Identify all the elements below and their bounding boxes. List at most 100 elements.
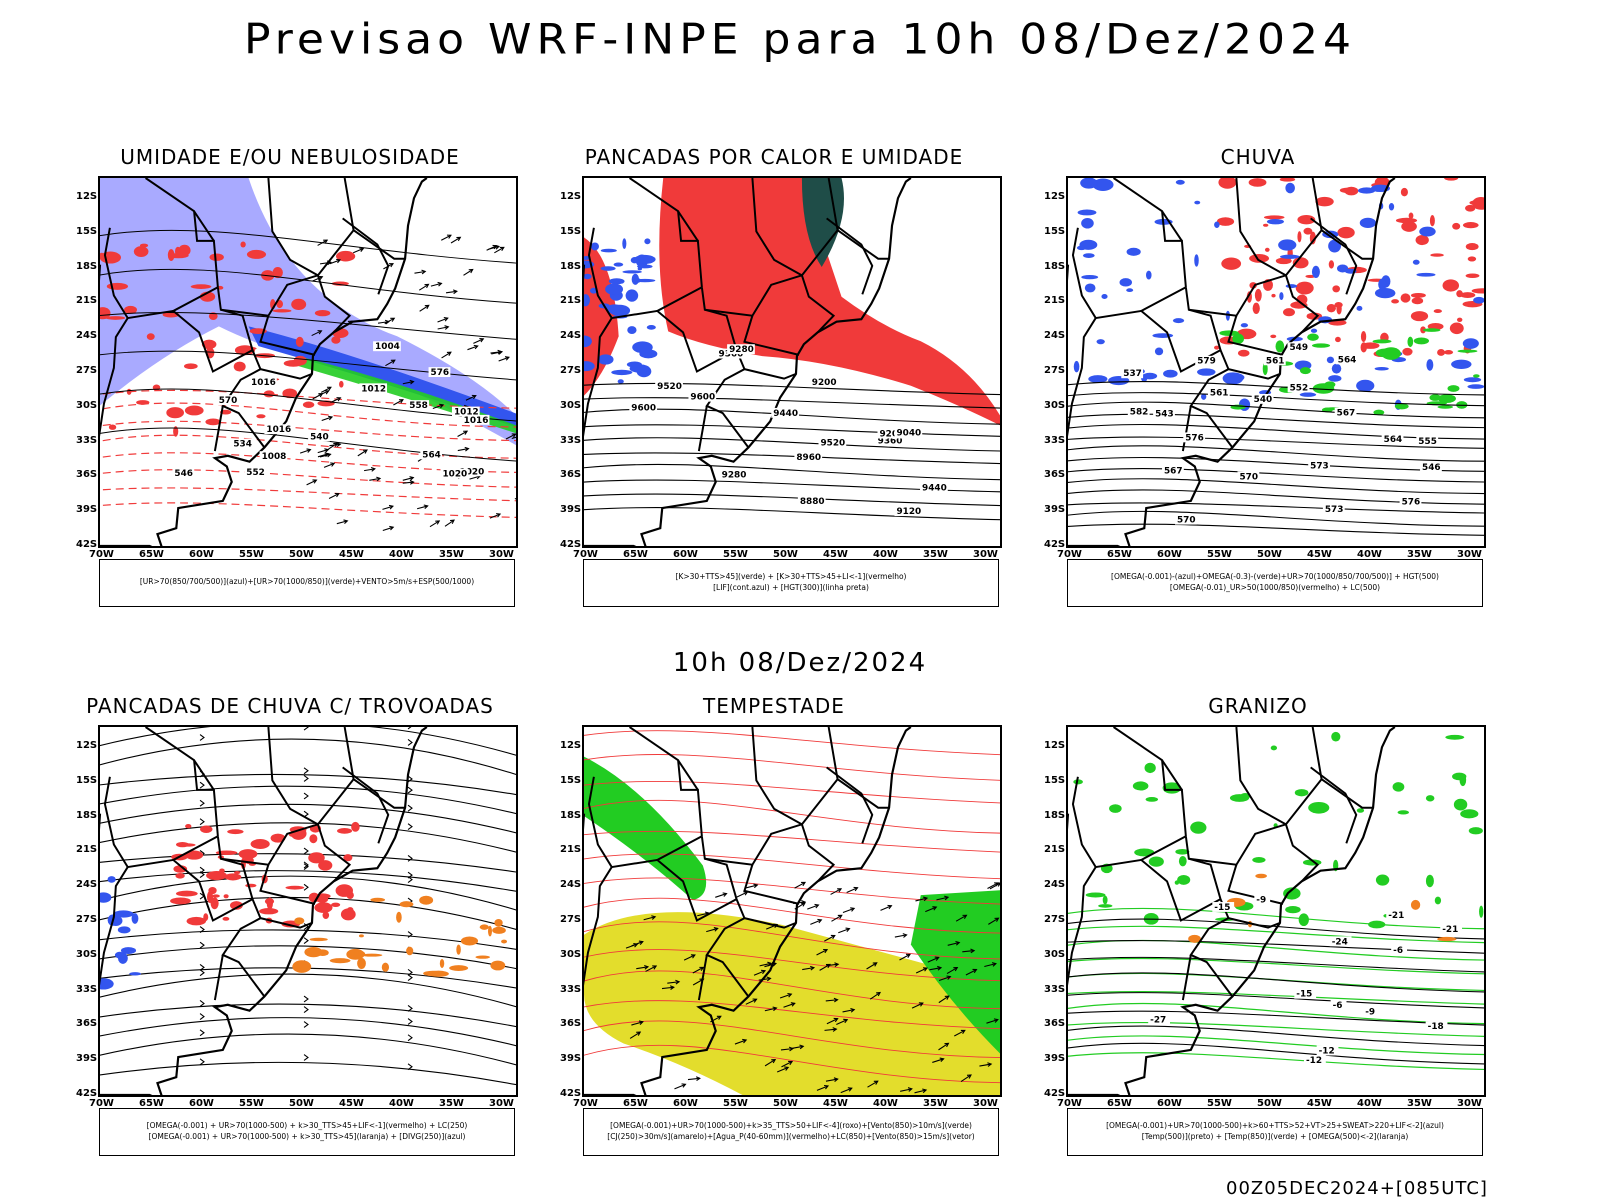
lon-tick-label: 40W [873,1098,898,1109]
lat-tick-label: 27S [560,914,582,925]
contour-label: 564 [1384,435,1403,445]
contour-label: 9600 [690,393,715,403]
hgt500-lines [1068,380,1484,536]
contour-label-bg [1148,1014,1170,1025]
map-canvas: 582 579 576 573 570 567 564 561 576 573 570 567 564 5… [1068,178,1484,546]
lon-tick-label: 45W [1307,1098,1332,1109]
lon-tick-label: 35W [923,549,948,560]
contour-label-bg [216,395,239,406]
thunder-red-areas [170,821,360,928]
lat-tick-label: 42S [76,539,98,550]
lat-tick-label: 24S [560,330,582,342]
contour-label: 9440 [922,484,947,494]
lat-tick-label: 39S [76,504,98,516]
lon-tick-label: 65W [1107,1098,1132,1109]
contour-label: 1016 [251,378,276,388]
lat-tick-label: 36S [560,1018,582,1030]
lat-tick-label: 42S [1044,1088,1066,1099]
lat-tick-label: 21S [1044,844,1066,856]
contour-label: 546 [1422,463,1441,473]
lon-tick-label: 50W [773,1098,798,1109]
lat-tick-label: 27S [1044,365,1066,376]
coastline [100,727,428,1095]
map-canvas: 1016101210121016101610201008100410205765… [100,178,516,546]
contour-label: 1020 [460,467,485,477]
lon-tick-label: 50W [773,549,798,560]
contour-label: 9440 [773,409,798,419]
coastline [100,178,428,546]
lon-tick-label: 40W [1357,549,1382,560]
panel-pancadas-calor: PANCADAS POR CALOR E UMIDADE 12S 15S 18S 21S… [534,145,1014,625]
lon-tick-label: 30W [1457,549,1482,560]
lat-tick-label: 42S [560,1088,582,1099]
contour-label-bg [1335,354,1358,365]
contour-label-bg [629,402,658,413]
contour-label: 570 [219,396,238,406]
panel-title: PANCADAS POR CALOR E UMIDADE [584,145,964,169]
lon-tick-label: 35W [1407,549,1432,560]
lat-tick-label: 33S [76,434,98,446]
lat-tick-label: 36S [76,1018,98,1030]
middle-title: 10h 08/Dez/2024 [672,648,928,678]
contour-label-bg [1237,471,1260,482]
lat-tick-label: 42S [1044,539,1066,550]
contour-label: 543 [1155,409,1174,419]
contour-label: 1020 [442,470,467,480]
coastline [584,727,912,1095]
contour-label-bg [1183,432,1206,443]
lat-tick-label: 42S [76,1088,98,1099]
main-title: Previsao WRF-INPE para 10h 08/Dez/2024 [244,15,1356,64]
lat-tick-label: 39S [1044,504,1066,516]
lon-tick-label: 55W [1207,549,1232,560]
lon-tick-label: 45W [1307,549,1332,560]
contour-label: 576 [431,368,450,378]
contour-label: -21 [1442,925,1458,935]
contour-label: 573 [1325,505,1344,515]
contour-label-bg [1416,435,1439,446]
lat-tick-label: 27S [76,365,98,376]
lon-tick-label: 50W [289,549,314,560]
lat-tick-label: 12S [1044,740,1066,751]
contour-label-bg [1304,1055,1326,1065]
lat-tick-label: 15S [560,225,582,237]
hgt300-lines [584,382,1000,521]
lat-tick-label: 42S [560,539,582,550]
panel-legend: [OMEGA(-0.001)+UR>70(1000-500)+k>60+TTS>… [1067,1108,1483,1156]
lat-tick-label: 39S [560,504,582,516]
lat-tick-label: 27S [560,365,582,376]
lon-tick-label: 40W [1357,1098,1382,1109]
map-frame: 582 579 576 573 570 567 564 561 576 573 570 567 564 5… [1066,176,1486,548]
thunder-orange-areas [292,895,508,977]
lat-tick-label: 27S [1044,914,1066,925]
lif-blue-contours [584,238,658,384]
lat-tick-label: 24S [76,330,98,342]
contour-label: 534 [233,440,252,450]
contour-label: 1016 [266,425,291,435]
legend-line: [UR>70(850/700/500)](azul)+[UR>70(1000/8… [139,577,475,586]
lat-tick-label: 12S [76,191,98,202]
lon-tick-label: 55W [1207,1098,1232,1109]
lon-tick-label: 30W [489,1098,514,1109]
contour-label-bg [244,467,267,478]
lat-tick-label: 30S [76,948,98,960]
contour-label: 9040 [896,428,921,438]
lon-tick-label: 35W [923,1098,948,1109]
contour-label-bg [1207,387,1230,398]
contour-label: 567 [1337,409,1356,419]
contour-label: 564 [422,450,441,460]
contour-label-bg [655,381,683,392]
lon-tick-label: 65W [139,549,164,560]
contour-label: 9360 [719,350,744,360]
lat-tick-label: 36S [1044,469,1066,481]
map-frame: -6 -9 -12 -15 -18 -21 -24 -27 -21 -15 -12 -9 -6 [1066,725,1486,1097]
lon-tick-label: 50W [1257,549,1282,560]
contour-label-bg [1308,460,1330,471]
lat-tick-label: 15S [1044,774,1066,786]
lat-tick-label: 12S [560,191,582,202]
contour-label-bg [1287,342,1310,353]
lat-tick-label: 30S [1044,948,1066,960]
contour-label-bg [249,376,277,387]
contour-label: 570 [1239,472,1258,482]
contour-label: 9200 [812,378,837,388]
contour-label: 549 [1289,343,1308,353]
